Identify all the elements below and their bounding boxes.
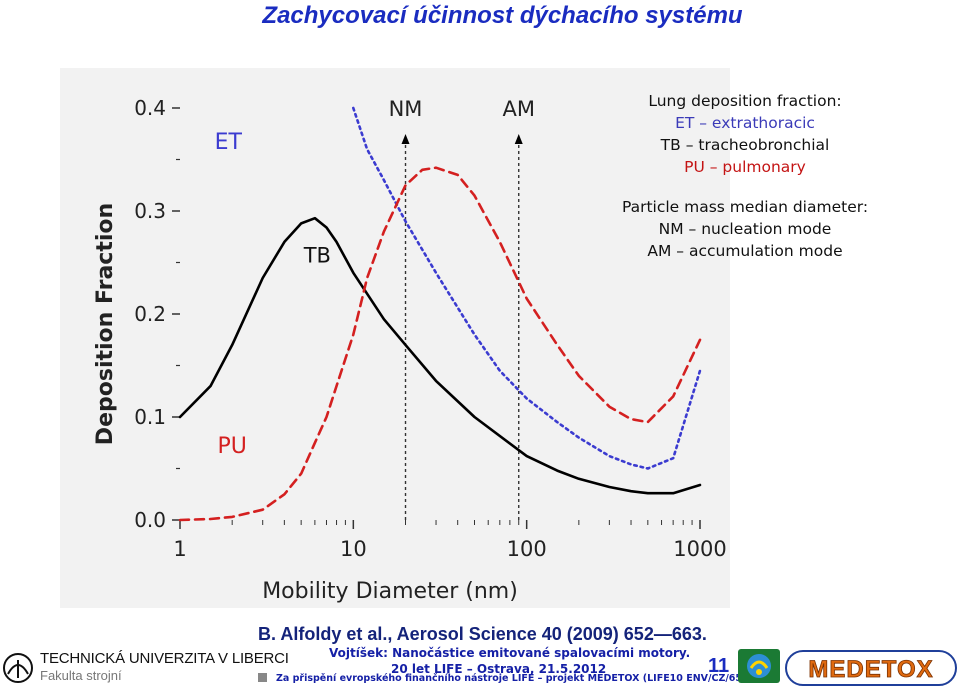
- series-line-et: [352, 106, 702, 470]
- x-tick-label: 1: [173, 537, 186, 561]
- series-line-pu: [178, 166, 702, 522]
- marker-arrow-am: [514, 134, 523, 145]
- y-tick-label: 0.0: [134, 508, 166, 532]
- footer-author-line: Vojtíšek: Nanočástice emitované spalovac…: [329, 646, 691, 660]
- slide-title: Zachycovací účinnost dýchacího systému: [262, 2, 743, 29]
- citation: B. Alfoldy et al., Aerosol Science 40 (2…: [258, 624, 707, 644]
- legend-am: AM – accumulation mode: [647, 242, 843, 260]
- marker-arrow-nm: [401, 134, 410, 145]
- footer-event-line: 20 let LIFE – Ostrava, 21.5.2012: [391, 662, 607, 676]
- x-axis-label: Mobility Diameter (nm): [262, 579, 518, 604]
- y-tick-label: 0.4: [134, 96, 166, 120]
- y-tick-label: 0.1: [134, 405, 166, 429]
- y-tick-label: 0.3: [134, 199, 166, 223]
- legend-pu: PU – pulmonary: [684, 158, 806, 176]
- x-tick-label: 100: [507, 537, 547, 561]
- series-line-tb: [178, 216, 702, 495]
- university-name: TECHNICKÁ UNIVERZITA V LIBERCI: [40, 650, 289, 667]
- faculty-name: Fakulta strojní: [40, 668, 122, 683]
- series-label-tb: TB: [303, 244, 331, 268]
- marker-label-nm: NM: [389, 97, 423, 121]
- deposition-chart: 0.0 0.1 0.2 0.3 0.4 1 10 100 1000 Mobility Diamet…: [60, 68, 730, 608]
- footer-funding-line: Za přispění evropského finančního nástro…: [276, 673, 753, 684]
- legend-nm: NM – nucleation mode: [658, 220, 832, 238]
- chart-svg: 0.0 0.1 0.2 0.3 0.4 1 10 100 1000 Mobility Diamet…: [93, 96, 727, 604]
- medetox-logo-text: MEDETOX: [808, 656, 933, 683]
- legend-tb: TB – tracheobronchial: [660, 136, 830, 154]
- university-logo-icon: [3, 653, 33, 683]
- legend-heading-diameter: Particle mass median diameter:: [621, 198, 869, 216]
- series-label-pu: PU: [217, 434, 246, 459]
- bullet-square: [258, 673, 267, 682]
- y-tick-label: 0.2: [134, 302, 166, 326]
- y-axis-label: Deposition Fraction: [93, 203, 118, 445]
- x-tick-label: 1000: [673, 537, 726, 561]
- legend-heading-deposition: Lung deposition fraction:: [648, 92, 842, 110]
- life-logo-icon: [738, 649, 780, 683]
- page-number: 11: [708, 655, 730, 677]
- series-label-et: ET: [215, 130, 243, 155]
- legend-et: ET – extrathoracic: [675, 114, 815, 132]
- marker-label-am: AM: [502, 97, 534, 121]
- chart-legend: Lung deposition fraction: ET – extrathor…: [600, 90, 890, 262]
- medetox-logo-icon: MEDETOX: [785, 650, 957, 686]
- x-tick-label: 10: [340, 537, 367, 561]
